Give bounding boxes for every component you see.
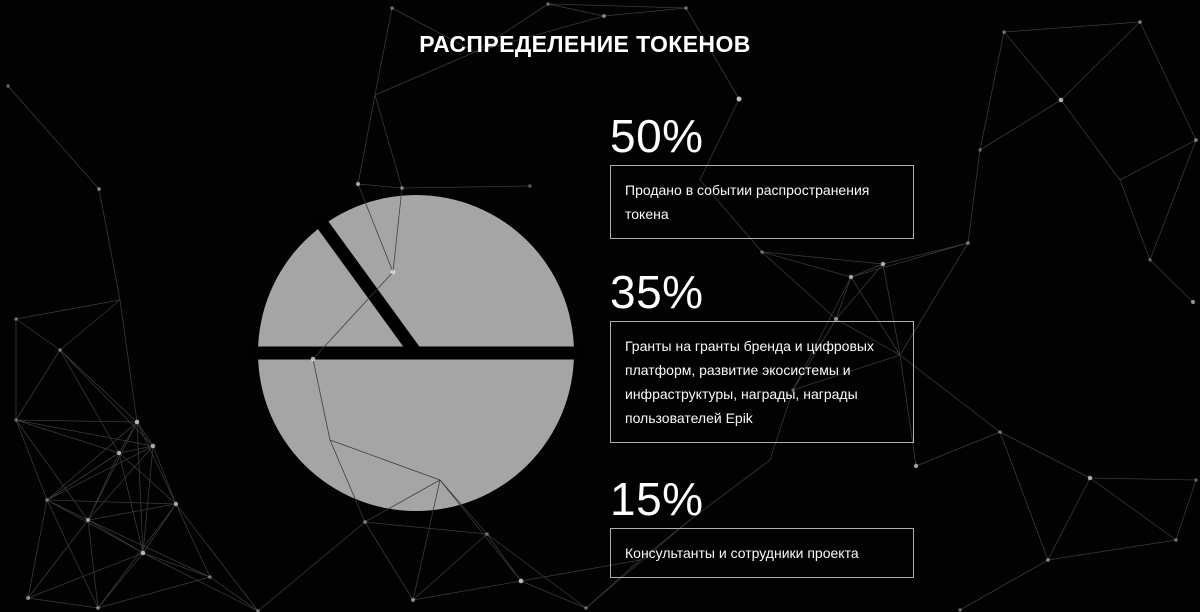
percent-value: 35% [610,266,704,318]
percent-value: 50% [610,110,704,162]
description-box: Консультанты и сотрудники проекта [610,528,914,578]
section-title: РАСПРЕДЕЛЕНИЕ ТОКЕНОВ [419,31,751,57]
percent-value: 15% [610,473,704,525]
description-text: Консультанты и сотрудники проекта [625,545,859,561]
distribution-item-35: 35% Гранты на гранты бренда и цифровых п… [610,267,914,443]
distribution-item-15: 15% Консультанты и сотрудники проекта [610,474,914,578]
description-box: Продано в событии распространения токена [610,165,914,239]
description-text: Продано в событии распространения токена [625,182,870,222]
description-text: Гранты на гранты бренда и цифровых платф… [625,338,874,426]
pie-chart [249,195,583,511]
description-box: Гранты на гранты бренда и цифровых платф… [610,321,914,443]
distribution-item-50: 50% Продано в событии распространения то… [610,111,914,239]
